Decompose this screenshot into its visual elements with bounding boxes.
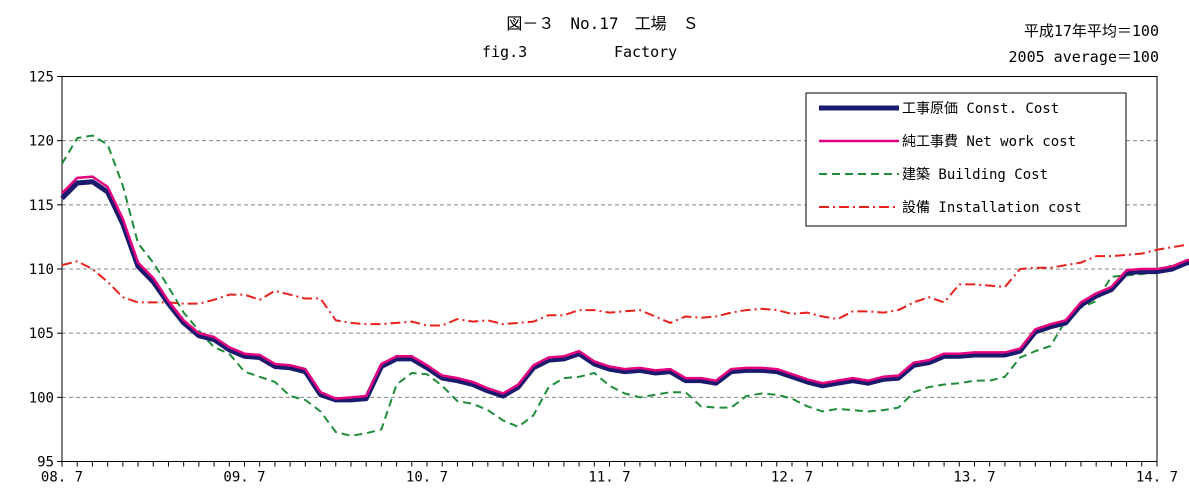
y-tick-label: 95 xyxy=(37,455,54,471)
y-tick-label: 115 xyxy=(29,198,54,214)
chart-subtitle-fig: fig.3 xyxy=(482,43,528,61)
x-axis: 08. 7 09. 7 10. 7 11. 7 12. 7 13. 7 14. 7 xyxy=(41,461,1178,486)
y-tick-label: 100 xyxy=(29,390,54,406)
legend-label: 建築 Building Cost xyxy=(902,167,1048,183)
x-tick-label: 08. 7 xyxy=(41,470,83,486)
y-tick-label: 110 xyxy=(29,262,54,278)
series-line-1 xyxy=(61,175,1189,400)
x-tick-label: 12. 7 xyxy=(771,470,813,486)
x-tick-label: 14. 7 xyxy=(1136,470,1178,486)
legend: 工事原価 Const. Cost 純工事費 Net work cost 建築 Bui… xyxy=(805,92,1127,227)
series-line-0 xyxy=(60,179,1189,403)
chart-subtitle-factory: Factory xyxy=(614,43,678,61)
y-tick-label: 120 xyxy=(29,134,54,150)
base-note-ja: 平成17年平均＝100 xyxy=(1023,22,1159,40)
legend-box xyxy=(805,92,1127,227)
y-axis: 95 100 105 110 115 120 125 xyxy=(29,70,62,471)
y-tick-label: 105 xyxy=(29,326,54,342)
chart-title: 図－３ No.17 工場 Ｓ xyxy=(506,14,699,33)
y-tick-label: 125 xyxy=(29,70,54,86)
series-lines xyxy=(60,134,1189,437)
legend-label: 設備 Installation cost xyxy=(902,200,1082,216)
legend-label: 純工事費 Net work cost xyxy=(902,134,1076,150)
legend-label: 工事原価 Const. Cost xyxy=(902,101,1059,117)
x-tick-label: 11. 7 xyxy=(588,470,630,486)
series-line-3 xyxy=(61,243,1188,327)
base-note-en: 2005 average＝100 xyxy=(1008,48,1159,66)
x-tick-label: 10. 7 xyxy=(406,470,448,486)
x-tick-label: 09. 7 xyxy=(223,470,265,486)
series-line-2 xyxy=(61,134,1188,437)
x-tick-label: 13. 7 xyxy=(953,470,995,486)
